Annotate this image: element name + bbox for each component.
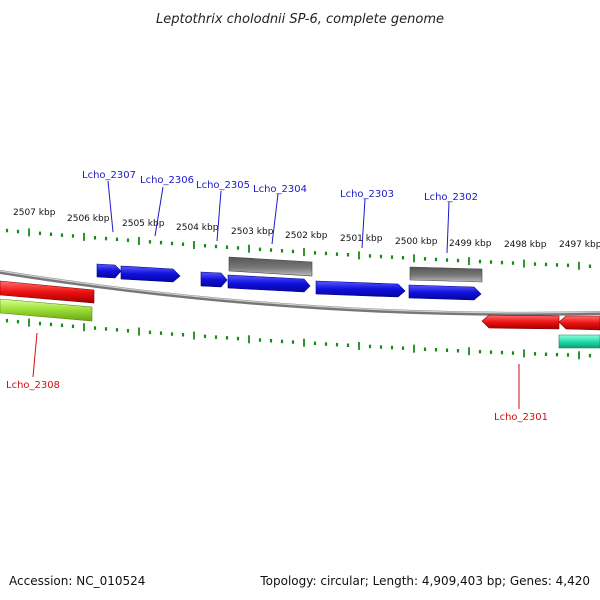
ruler-label-2506: 2506 kbp xyxy=(67,214,110,224)
leader-line-lcho-2308 xyxy=(32,332,38,378)
ruler-label-2504: 2504 kbp xyxy=(176,223,219,233)
cds-reverse-lcho-2308[interactable] xyxy=(0,280,95,304)
leader-line-lcho-2305 xyxy=(216,190,222,242)
cds-reverse-feature[interactable] xyxy=(558,315,600,331)
ruler-label-2499: 2499 kbp xyxy=(449,239,492,249)
ruler-label-2500: 2500 kbp xyxy=(395,237,438,247)
topology-text: Topology: circular; Length: 4,909,403 bp… xyxy=(260,574,590,588)
genome-backbone-highlight xyxy=(0,270,600,314)
gene-label-lcho-2306[interactable]: Lcho_2306 xyxy=(140,175,194,186)
cds-forward-lcho-2303[interactable] xyxy=(315,280,406,298)
map-title: Leptothrix cholodnii SP-6, complete geno… xyxy=(156,12,444,27)
accession-text: Accession: NC_010524 xyxy=(9,574,146,588)
cds-forward-lcho-2305[interactable] xyxy=(200,271,228,288)
teal-feature[interactable] xyxy=(558,334,600,349)
rna-feature[interactable] xyxy=(228,256,313,277)
ruler-label-2498: 2498 kbp xyxy=(504,240,547,250)
gene-label-lcho-2304[interactable]: Lcho_2304 xyxy=(253,184,307,195)
ruler-label-2505: 2505 kbp xyxy=(122,219,165,229)
cds-forward-lcho-2307[interactable] xyxy=(96,263,122,279)
ruler-label-2502: 2502 kbp xyxy=(285,231,328,241)
cds-forward-lcho-2306[interactable] xyxy=(120,265,181,283)
ruler-label-2507: 2507 kbp xyxy=(13,208,56,218)
leader-line-lcho-2307 xyxy=(107,180,114,233)
genome-backbone xyxy=(0,270,600,316)
rna-feature[interactable] xyxy=(409,266,483,283)
pseudogene-feature[interactable] xyxy=(0,298,93,322)
gene-label-lcho-2308[interactable]: Lcho_2308 xyxy=(6,380,60,391)
cds-reverse-lcho-2301[interactable] xyxy=(481,314,560,330)
ruler-label-2497: 2497 kbp xyxy=(559,240,600,250)
cds-forward-lcho-2304[interactable] xyxy=(227,274,311,293)
gene-label-lcho-2305[interactable]: Lcho_2305 xyxy=(196,180,250,191)
gene-label-lcho-2307[interactable]: Lcho_2307 xyxy=(82,170,136,181)
cds-forward-lcho-2302[interactable] xyxy=(408,284,482,301)
leader-line-lcho-2306 xyxy=(154,186,164,237)
ruler-ticks xyxy=(5,228,592,270)
coordinate-ruler-top: 2507 kbp 2506 kbp 2505 kbp 2504 kbp 2503… xyxy=(5,208,600,270)
gene-label-lcho-2303[interactable]: Lcho_2303 xyxy=(340,189,394,200)
gene-label-lcho-2301[interactable]: Lcho_2301 xyxy=(494,412,548,423)
leader-line-lcho-2303 xyxy=(361,198,366,249)
top-gene-labels xyxy=(107,180,450,254)
gene-label-lcho-2302[interactable]: Lcho_2302 xyxy=(424,192,478,203)
leader-line-lcho-2304 xyxy=(271,193,279,245)
coordinate-ruler-bottom xyxy=(5,318,592,360)
leader-line-lcho-2302 xyxy=(446,201,450,254)
ruler-label-2501: 2501 kbp xyxy=(340,234,383,244)
ruler-label-2503: 2503 kbp xyxy=(231,227,274,237)
